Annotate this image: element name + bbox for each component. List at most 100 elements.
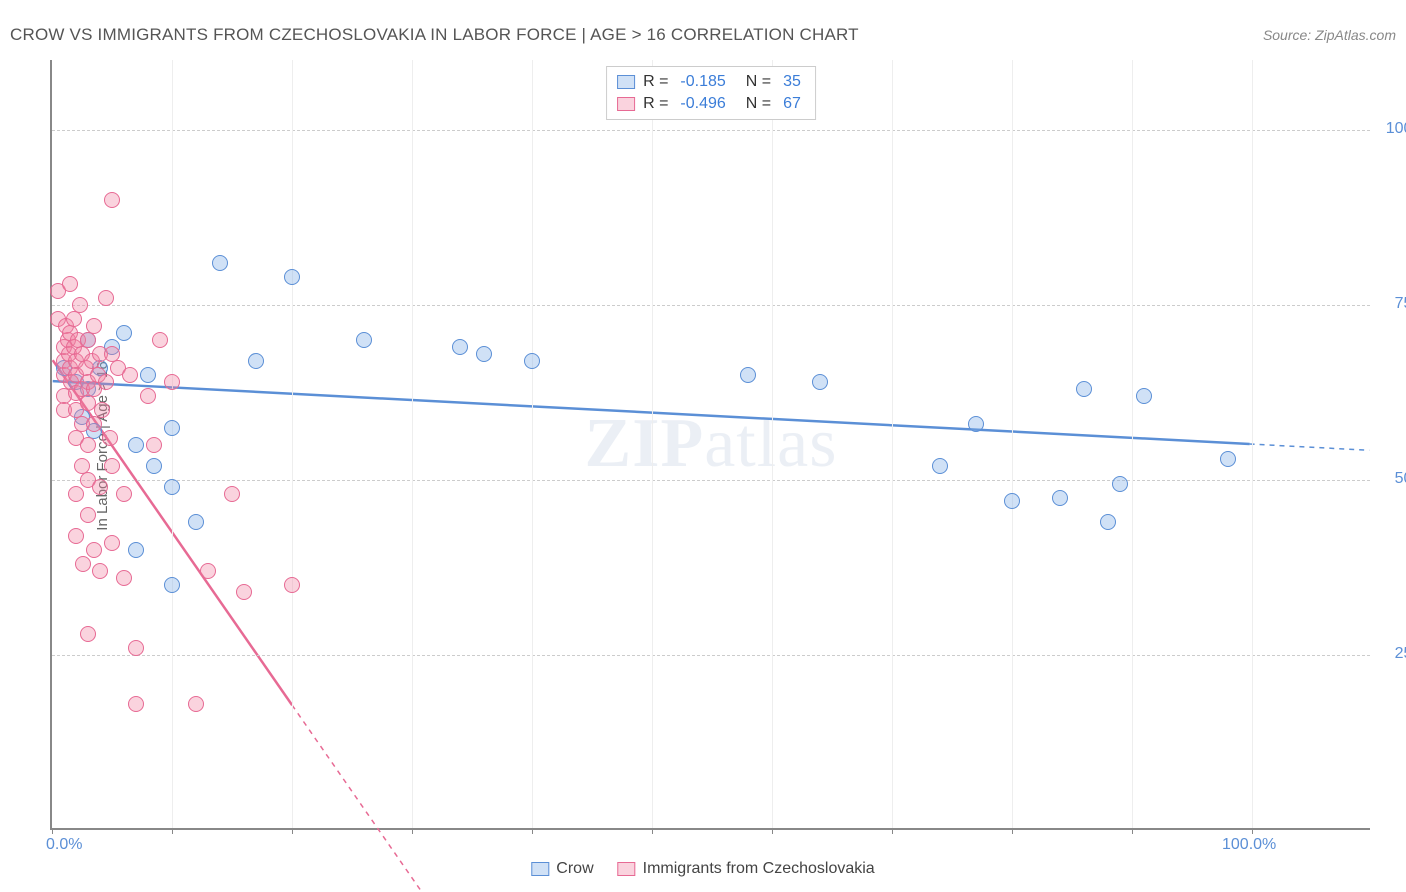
data-point xyxy=(80,332,96,348)
title-bar: CROW VS IMMIGRANTS FROM CZECHOSLOVAKIA I… xyxy=(10,20,1396,50)
legend-top: R = -0.185 N = 35 R = -0.496 N = 67 xyxy=(606,66,816,120)
legend-n-value: 35 xyxy=(783,71,801,93)
data-point xyxy=(284,577,300,593)
data-point xyxy=(98,374,114,390)
data-point xyxy=(188,514,204,530)
data-point xyxy=(98,290,114,306)
y-tick-label: 100.0% xyxy=(1380,120,1406,138)
data-point xyxy=(104,192,120,208)
data-point xyxy=(164,420,180,436)
gridline-h xyxy=(52,655,1370,656)
data-point xyxy=(968,416,984,432)
data-point xyxy=(128,640,144,656)
data-point xyxy=(140,367,156,383)
data-point xyxy=(212,255,228,271)
data-point xyxy=(116,325,132,341)
x-tick-mark xyxy=(52,828,53,834)
x-tick-mark xyxy=(1252,828,1253,834)
data-point xyxy=(1220,451,1236,467)
data-point xyxy=(248,353,264,369)
source-label: Source: ZipAtlas.com xyxy=(1263,27,1396,43)
data-point xyxy=(524,353,540,369)
y-tick-label: 25.0% xyxy=(1380,645,1406,663)
data-point xyxy=(86,542,102,558)
legend-r-value: -0.496 xyxy=(680,93,725,115)
plot-area: ZIPatlas R =-0.185N =35R =-0.496N =67 25… xyxy=(50,60,1370,830)
gridline-v xyxy=(532,60,533,828)
gridline-v xyxy=(412,60,413,828)
legend-swatch xyxy=(617,97,635,111)
x-tick-label: 100.0% xyxy=(1222,836,1276,854)
data-point xyxy=(476,346,492,362)
data-point xyxy=(116,486,132,502)
gridline-h xyxy=(52,480,1370,481)
trend-line-dashed xyxy=(1250,444,1370,450)
x-tick-mark xyxy=(1132,828,1133,834)
data-point xyxy=(66,311,82,327)
x-tick-mark xyxy=(172,828,173,834)
legend-bottom-item: Immigrants from Czechoslovakia xyxy=(618,860,875,878)
data-point xyxy=(200,563,216,579)
data-point xyxy=(1076,381,1092,397)
data-point xyxy=(740,367,756,383)
data-point xyxy=(1100,514,1116,530)
data-point xyxy=(80,507,96,523)
data-point xyxy=(1136,388,1152,404)
data-point xyxy=(146,458,162,474)
data-point xyxy=(932,458,948,474)
gridline-v xyxy=(892,60,893,828)
data-point xyxy=(188,696,204,712)
data-point xyxy=(140,388,156,404)
data-point xyxy=(128,542,144,558)
data-point xyxy=(128,437,144,453)
data-point xyxy=(164,577,180,593)
legend-r-label: R = xyxy=(643,93,668,115)
chart-title: CROW VS IMMIGRANTS FROM CZECHOSLOVAKIA I… xyxy=(10,25,859,45)
data-point xyxy=(92,563,108,579)
data-point xyxy=(86,416,102,432)
watermark-bold: ZIP xyxy=(585,405,705,482)
data-point xyxy=(104,535,120,551)
legend-row: R = -0.185 N = 35 xyxy=(617,71,805,93)
legend-bottom-item: Crow xyxy=(531,860,593,878)
data-point xyxy=(128,696,144,712)
data-point xyxy=(68,528,84,544)
data-point xyxy=(152,332,168,348)
x-tick-mark xyxy=(772,828,773,834)
legend-series-name: Crow xyxy=(556,860,593,878)
data-point xyxy=(104,458,120,474)
watermark: ZIPatlas xyxy=(585,404,838,484)
data-point xyxy=(452,339,468,355)
legend-row: R = -0.496 N = 67 xyxy=(617,93,805,115)
data-point xyxy=(224,486,240,502)
gridline-v xyxy=(1252,60,1253,828)
data-point xyxy=(1052,490,1068,506)
data-point xyxy=(62,276,78,292)
y-tick-label: 50.0% xyxy=(1380,470,1406,488)
data-point xyxy=(72,297,88,313)
data-point xyxy=(1004,493,1020,509)
legend-r-value: -0.185 xyxy=(680,71,725,93)
data-point xyxy=(146,437,162,453)
watermark-light: atlas xyxy=(704,405,837,482)
legend-n-label: N = xyxy=(746,93,771,115)
x-tick-mark xyxy=(1012,828,1013,834)
data-point xyxy=(236,584,252,600)
legend-n-label: N = xyxy=(746,71,771,93)
data-point xyxy=(94,402,110,418)
data-point xyxy=(116,570,132,586)
x-tick-mark xyxy=(292,828,293,834)
data-point xyxy=(122,367,138,383)
data-point xyxy=(164,374,180,390)
legend-n-value: 67 xyxy=(783,93,801,115)
x-tick-mark xyxy=(532,828,533,834)
legend-r-label: R = xyxy=(643,71,668,93)
y-tick-label: 75.0% xyxy=(1380,295,1406,313)
data-point xyxy=(164,479,180,495)
data-point xyxy=(284,269,300,285)
gridline-v xyxy=(652,60,653,828)
data-point xyxy=(102,430,118,446)
gridline-v xyxy=(1132,60,1133,828)
gridline-h xyxy=(52,130,1370,131)
legend-bottom: Crow Immigrants from Czechoslovakia xyxy=(531,860,874,878)
